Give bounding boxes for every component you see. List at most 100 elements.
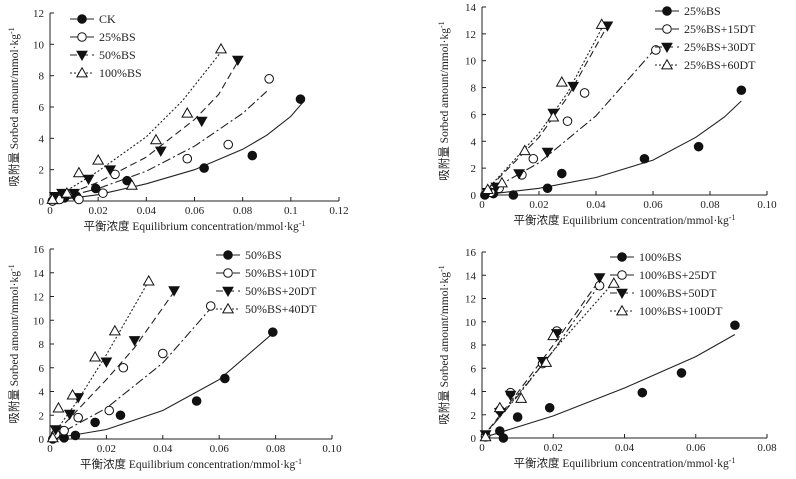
data-point [82,174,95,186]
legend-label: 100%BS+50DT [639,286,717,300]
y-axis-title: 吸附量 Sorbed amount/mmol·kg-1 [437,265,451,424]
data-point [676,368,687,378]
chart-panel-3: 0 0.02 0.04 0.06 0.08 0.10 0 2 4 6 8 10 12 14 16 平衡浓度 E… [7,244,342,471]
x-tick-label: 0.10 [322,443,342,455]
x-tick-label: 0.10 [757,199,777,211]
data-point [607,277,620,288]
fit-curve-4 [49,48,224,202]
y-tick-label: 14 [465,2,477,14]
data-point [92,154,105,165]
y-tick-label: 12 [33,292,44,304]
x-tick-label: 0.04 [615,442,635,454]
fit-curve-1 [481,100,742,196]
data-point [60,186,73,198]
legend-marker [77,32,87,42]
y-tick-label: 6 [471,363,477,375]
x-tick-label: 0 [479,199,485,211]
fit-curve-3 [49,61,239,202]
y-tick-label: 2 [471,163,477,175]
data-point [223,139,234,150]
data-point [498,433,509,443]
data-point [49,425,62,436]
fit-curve-1 [481,334,736,439]
data-point [104,165,117,176]
data-point [104,405,115,416]
y-axis-title-unit-exponent: -1 [7,27,16,34]
chart-panel-2: 0 0.02 0.04 0.06 0.08 0.10 0 2 4 6 8 10 12 14 平衡浓度 Equ… [437,2,777,227]
x-tick-label: 0.12 [329,205,348,217]
x-axis-title: 平衡浓度 Equilibrium concentration/mmol·kg-1 [514,456,736,470]
fit-curve-2 [49,308,212,440]
legend-label: 100%BS [99,66,142,80]
data-point [508,190,519,200]
data-point [118,362,129,373]
data-point [195,116,208,128]
data-point [557,168,567,179]
y-axis-title: 吸附量 Sorbed amount/mmol·kg-1 [437,21,451,180]
y-tick-label: 12 [465,29,476,41]
x-axis-title-unit-exponent: -1 [299,219,306,228]
x-tick-label: 0.06 [643,199,663,211]
data-point [267,327,278,337]
data-point [181,107,194,118]
data-point [72,166,85,178]
data-point [158,348,168,359]
data-point [68,188,80,200]
legend-label: 50%BS [99,48,136,62]
x-tick-label: 0.1 [284,205,298,217]
data-point [593,273,606,284]
legend-marker [662,24,672,34]
y-tick-label: 2 [39,410,45,422]
y-tick-label: 8 [471,83,477,95]
data-point [295,94,306,104]
y-tick-label: 2 [39,165,45,177]
y-tick-label: 0 [39,434,45,446]
legend-label: 25%BS+15DT [684,22,756,36]
x-axis-title-unit-exponent: -1 [729,456,736,465]
data-point [513,169,525,180]
y-tick-label: 8 [39,71,45,83]
data-point [693,141,704,152]
data-point [220,373,230,384]
fit-curve-4 [481,281,615,439]
legend-marker [76,50,88,62]
y-axis-title: 吸附量 Sorbed amount/mmol·kg-1 [7,27,21,186]
y-tick-label: 10 [465,317,477,329]
data-point [100,357,113,368]
x-tick-label: 0.08 [266,443,286,455]
legend-marker [223,250,233,260]
legend-label: 50%BS+20DT [245,284,317,298]
data-point [637,387,648,398]
fit-curve-2 [481,284,601,439]
data-point [46,193,59,204]
data-point [515,392,528,403]
y-axis-title: 吸附量 Sorbed amount/mmol·kg-1 [7,264,21,423]
fit-curve-1 [49,332,274,440]
data-point [149,133,163,145]
data-point [651,45,661,55]
legend-label: 50%BS [245,248,282,262]
data-point [481,183,494,195]
data-point [736,85,747,96]
y-tick-label: 4 [471,136,477,148]
data-point [168,286,180,297]
legend-marker [75,66,89,78]
data-point [74,194,84,205]
legend-marker [77,14,87,24]
y-tick-label: 10 [465,56,477,68]
y-tick-label: 16 [465,247,477,259]
x-tick-label: 0.04 [586,199,606,211]
y-tick-label: 6 [39,102,45,114]
x-axis-title-unit-exponent: -1 [295,457,302,466]
data-point [128,336,141,347]
x-axis-title: 平衡浓度 Equilibrium concentration/mmol·kg-1 [80,457,302,471]
legend-marker [615,304,629,316]
data-point [231,55,244,67]
data-point [90,417,100,428]
data-point [66,388,79,400]
data-point [264,74,274,84]
y-tick-label: 0 [471,433,477,445]
x-tick-label: 0.02 [544,442,563,454]
x-axis-title-unit-exponent: -1 [729,213,736,222]
legend-marker [223,268,233,278]
